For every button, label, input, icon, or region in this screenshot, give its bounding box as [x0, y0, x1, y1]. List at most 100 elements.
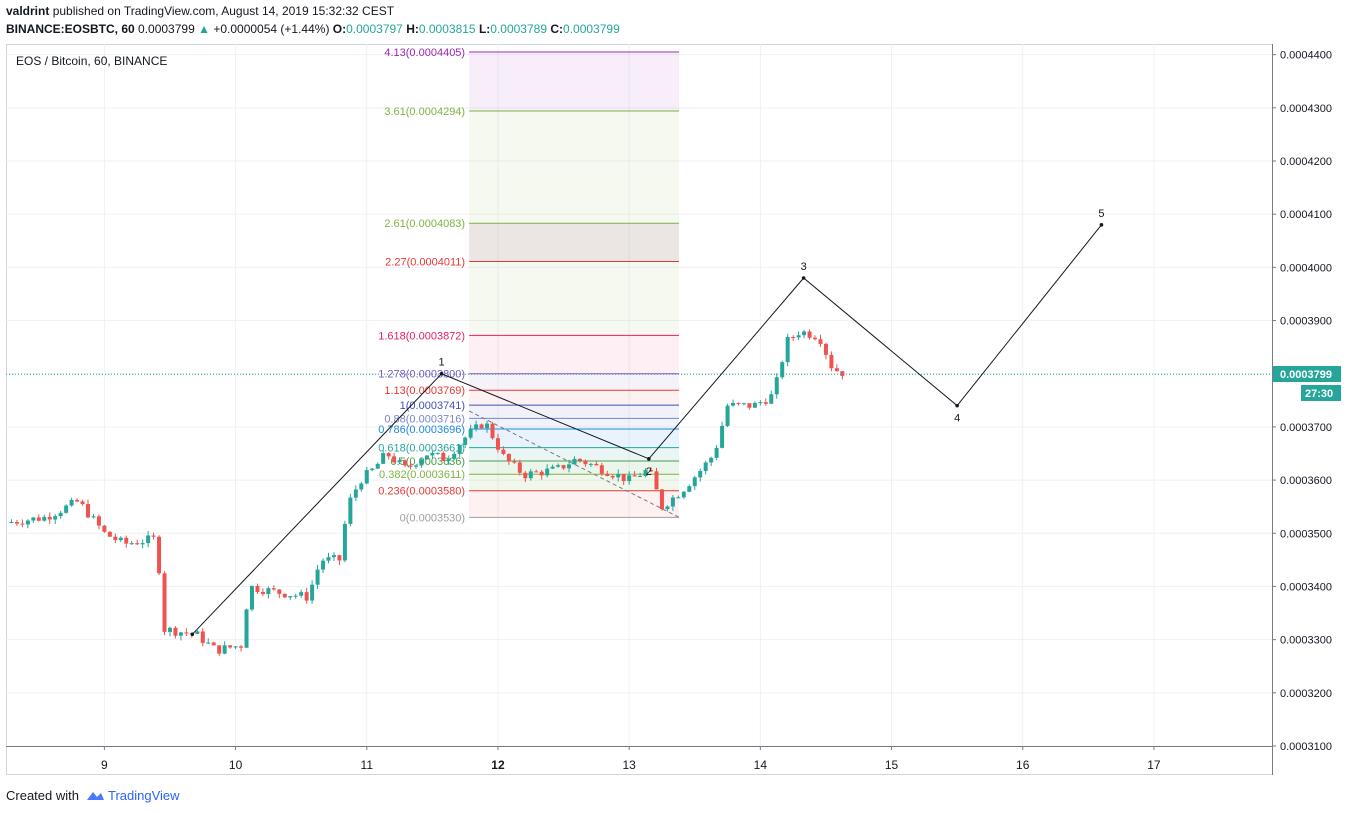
candle-body [107, 531, 112, 537]
candle-body [687, 486, 692, 492]
fib-zone [469, 223, 680, 262]
candle-body [157, 536, 162, 574]
candle-body [85, 504, 90, 518]
elliott-wave: 1 2 3 4 5 [190, 208, 1105, 637]
candle-body [195, 631, 200, 634]
candle-body [80, 501, 85, 505]
candle-body [829, 354, 834, 369]
candle-body [567, 464, 572, 469]
candle-body [495, 438, 500, 450]
candle-body [785, 337, 790, 363]
candle-body [419, 459, 424, 466]
fib-zone [469, 490, 680, 518]
candle-body [321, 560, 326, 570]
candle-body [424, 455, 429, 460]
candle-body [588, 463, 593, 465]
candle-body [517, 462, 522, 473]
time-tick-label: 14 [754, 758, 768, 772]
candle-body [184, 632, 189, 634]
candle-body [681, 491, 686, 498]
candle-body [364, 470, 369, 484]
price-tick-label: 0.0004200 [1280, 156, 1332, 168]
candle-body [506, 453, 511, 462]
candle-body [452, 453, 457, 459]
fib-zone [469, 447, 680, 461]
candle-body [638, 476, 643, 478]
fib-level-label: 0.382(0.0003611) [379, 469, 465, 481]
candle-body [479, 424, 484, 429]
candle-body [599, 465, 604, 474]
ohlc-legend: BINANCE:EOSBTC, 60 0.0003799 ▲ +0.000005… [6, 22, 620, 36]
fib-zone [469, 460, 680, 475]
candle-body [255, 585, 260, 592]
candle-body [189, 633, 194, 635]
candle-body [616, 474, 621, 478]
fib-level-label: 2.27(0.0004011) [385, 257, 465, 269]
candle-body [381, 453, 386, 464]
high-value: 0.0003815 [418, 22, 476, 36]
candle-body [791, 337, 796, 339]
candle-body [244, 609, 249, 648]
candle-body [249, 585, 254, 610]
created-with-text: Created with [6, 788, 79, 803]
candle-body [129, 543, 134, 545]
price-series [6, 329, 1272, 657]
fib-level-label: 0(0.0003530) [400, 512, 465, 524]
candle-body [457, 444, 462, 454]
fib-zone [469, 405, 680, 419]
candle-body [310, 584, 315, 601]
candle-body [665, 506, 670, 510]
fib-zone [469, 111, 680, 224]
fib-trend-dashed-line [468, 410, 680, 518]
tradingview-link[interactable]: TradingView [108, 788, 180, 803]
time-axis[interactable]: 9 10 11 12 13 14 15 16 17 [101, 746, 1161, 772]
candle-body [392, 456, 397, 463]
candle-body [277, 589, 282, 594]
candle-body [441, 452, 446, 461]
candle-body [807, 331, 812, 338]
fib-level-label: 2.61(0.0004083) [384, 218, 465, 230]
candle-body [676, 497, 681, 499]
candle-body [299, 592, 304, 596]
candle-body [654, 471, 659, 490]
candle-body [577, 458, 582, 461]
candle-body [31, 517, 36, 521]
time-tick-label: 10 [229, 758, 243, 772]
price-tick-label: 0.0004000 [1280, 262, 1332, 274]
candle-body [200, 631, 205, 643]
price-axis[interactable]: 0.0004400 0.0004300 0.0004200 0.0004100 0.00… [1272, 50, 1332, 753]
candle-body [69, 499, 74, 506]
candle-body [337, 555, 342, 561]
candle-body [632, 475, 637, 477]
time-tick-label: 13 [622, 758, 636, 772]
candle-body [403, 460, 408, 466]
candle-body [583, 460, 588, 465]
close-value: 0.0003799 [563, 22, 620, 36]
countdown-badge: 27:30 [1301, 385, 1341, 401]
candle-body [386, 453, 391, 457]
candle-body [545, 468, 550, 476]
candle-body [528, 471, 533, 479]
candle-body [118, 537, 123, 541]
candle-body [752, 402, 757, 408]
fib-zone [469, 373, 680, 391]
candle-body [621, 474, 626, 482]
fib-level-label: 1.13(0.0003769) [384, 385, 465, 397]
author-name[interactable]: valdrint [6, 4, 50, 18]
candle-body [523, 472, 528, 479]
candle-body [140, 543, 145, 545]
close-label: C: [550, 22, 564, 36]
candle-body [53, 516, 58, 520]
price-tick-label: 0.0003500 [1280, 528, 1332, 540]
candle-body [315, 569, 320, 585]
candle-body [75, 499, 80, 502]
candle-body [222, 645, 227, 654]
candle-body [342, 523, 347, 561]
candle-body [720, 425, 725, 448]
time-tick-label: 16 [1016, 758, 1030, 772]
change-text: +0.0000054 (+1.44%) [213, 22, 330, 36]
candle-body [512, 461, 517, 463]
published-text: published on TradingView.com, August 14,… [52, 4, 395, 18]
candle-body [260, 591, 265, 595]
